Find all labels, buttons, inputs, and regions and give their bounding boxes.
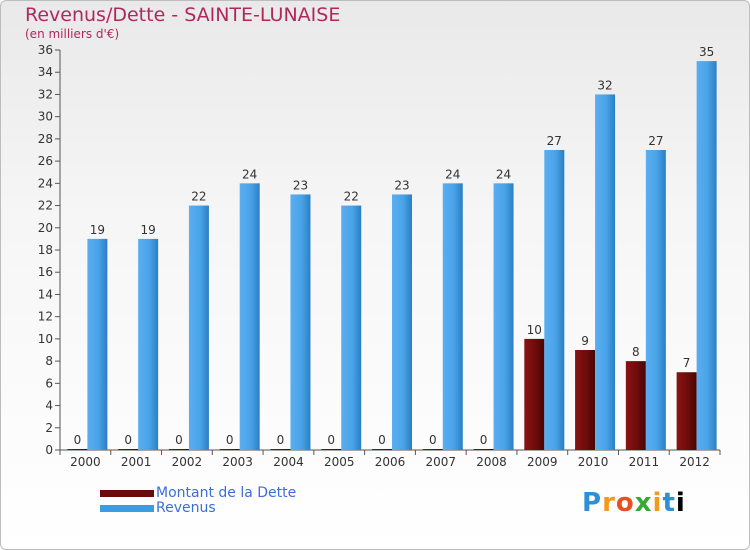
bar-revenus [696,61,717,450]
data-label-revenus: 35 [699,45,714,59]
bar-dette [575,350,596,450]
bar-revenus [544,150,565,450]
x-tick-label: 2001 [121,455,152,469]
data-label-dette: 0 [226,433,234,447]
bar-dette [321,449,342,450]
y-tick-label: 16 [38,265,53,279]
bar-revenus [341,205,362,450]
legend-swatch-revenus [100,505,154,512]
y-tick-label: 2 [45,421,53,435]
bar-revenus [87,238,108,450]
data-label-revenus: 22 [191,190,206,204]
bar-dette [67,449,88,450]
bar-dette [270,449,291,450]
data-label-dette: 0 [175,433,183,447]
y-tick-label: 6 [45,376,53,390]
y-tick-label: 34 [38,65,53,79]
bar-revenus [392,194,412,450]
data-label-revenus: 24 [242,167,257,181]
bar-dette [372,449,392,450]
y-tick-label: 30 [38,110,53,124]
bar-revenus [493,183,514,451]
x-tick-label: 2008 [476,455,507,469]
data-label-dette: 7 [683,356,691,370]
y-tick-label: 22 [38,199,53,213]
data-label-revenus: 24 [445,167,460,181]
data-label-dette: 0 [327,433,335,447]
bar-revenus [239,183,260,451]
x-tick-label: 2002 [172,455,203,469]
data-label-dette: 0 [74,433,82,447]
bar-revenus [595,94,616,450]
y-tick-label: 12 [38,310,53,324]
x-tick-label: 2004 [273,455,304,469]
bar-dette [524,338,545,450]
data-label-dette: 0 [378,433,386,447]
x-tick-label: 2007 [425,455,456,469]
x-tick-label: 2003 [222,455,253,469]
legend-label-dette: Montant de la Dette [156,485,297,501]
y-tick-label: 0 [45,443,53,457]
bar-dette [422,449,443,450]
bar-dette [168,449,189,450]
legend-label-revenus: Revenus [156,500,216,516]
data-label-revenus: 24 [496,167,511,181]
bars [67,61,717,451]
data-label-dette: 9 [581,334,589,348]
data-label-revenus: 27 [648,134,663,148]
y-tick-label: 28 [38,132,53,146]
y-tick-label: 14 [38,287,53,301]
bar-dette [118,449,139,450]
bar-revenus [442,183,463,451]
x-axis: 2000 2001 2002 2003 2004 2005 2006 2007 2008 2009… [59,449,721,469]
data-label-dette: 8 [632,345,640,359]
y-tick-label: 24 [38,176,53,190]
data-label-dette: 0 [124,433,132,447]
x-tick-label: 2006 [375,455,406,469]
x-tick-label: 2010 [578,455,609,469]
y-tick-label: 36 [38,43,53,57]
x-tick-label: 2005 [324,455,355,469]
data-label-revenus: 22 [344,190,359,204]
chart-subtitle: (en milliers d'€) [25,27,120,41]
chart-title: Revenus/Dette - SAINTE-LUNAISE [25,4,341,26]
x-tick-label: 2009 [527,455,558,469]
x-tick-label: 2011 [629,455,660,469]
data-label-revenus: 23 [293,178,308,192]
bar-dette [676,372,697,450]
data-label-dette: 0 [480,433,488,447]
bar-dette [473,449,494,450]
data-label-revenus: 23 [394,178,409,192]
data-label-dette: 0 [429,433,437,447]
y-tick-label: 26 [38,154,53,168]
bar-dette [625,361,646,450]
data-label-revenus: 27 [547,134,562,148]
y-tick-label: 10 [38,332,53,346]
x-tick-label: 2000 [70,455,101,469]
data-label-revenus: 19 [90,223,105,237]
y-tick-label: 8 [45,354,53,368]
x-tick-label: 2012 [679,455,710,469]
bar-revenus [188,205,209,450]
legend-swatch-dette [100,490,154,497]
y-tick-label: 20 [38,221,53,235]
data-label-dette: 0 [277,433,285,447]
data-label-revenus: 32 [597,78,612,92]
y-tick-label: 4 [45,399,53,413]
y-tick-label: 18 [38,243,53,257]
data-label-revenus: 19 [141,223,156,237]
bar-dette [219,449,240,450]
bar-revenus [645,150,666,450]
data-labels: 0 0 0 0 0 0 0 0 0 10 9 8 7 19 19 22 24 23 22 23 24 24 27 32 27 35 [74,45,715,447]
brand-logo: Proxiti [582,488,686,518]
bar-revenus [290,194,311,450]
bar-revenus [138,238,159,450]
y-tick-label: 32 [38,87,53,101]
data-label-dette: 10 [527,323,542,337]
